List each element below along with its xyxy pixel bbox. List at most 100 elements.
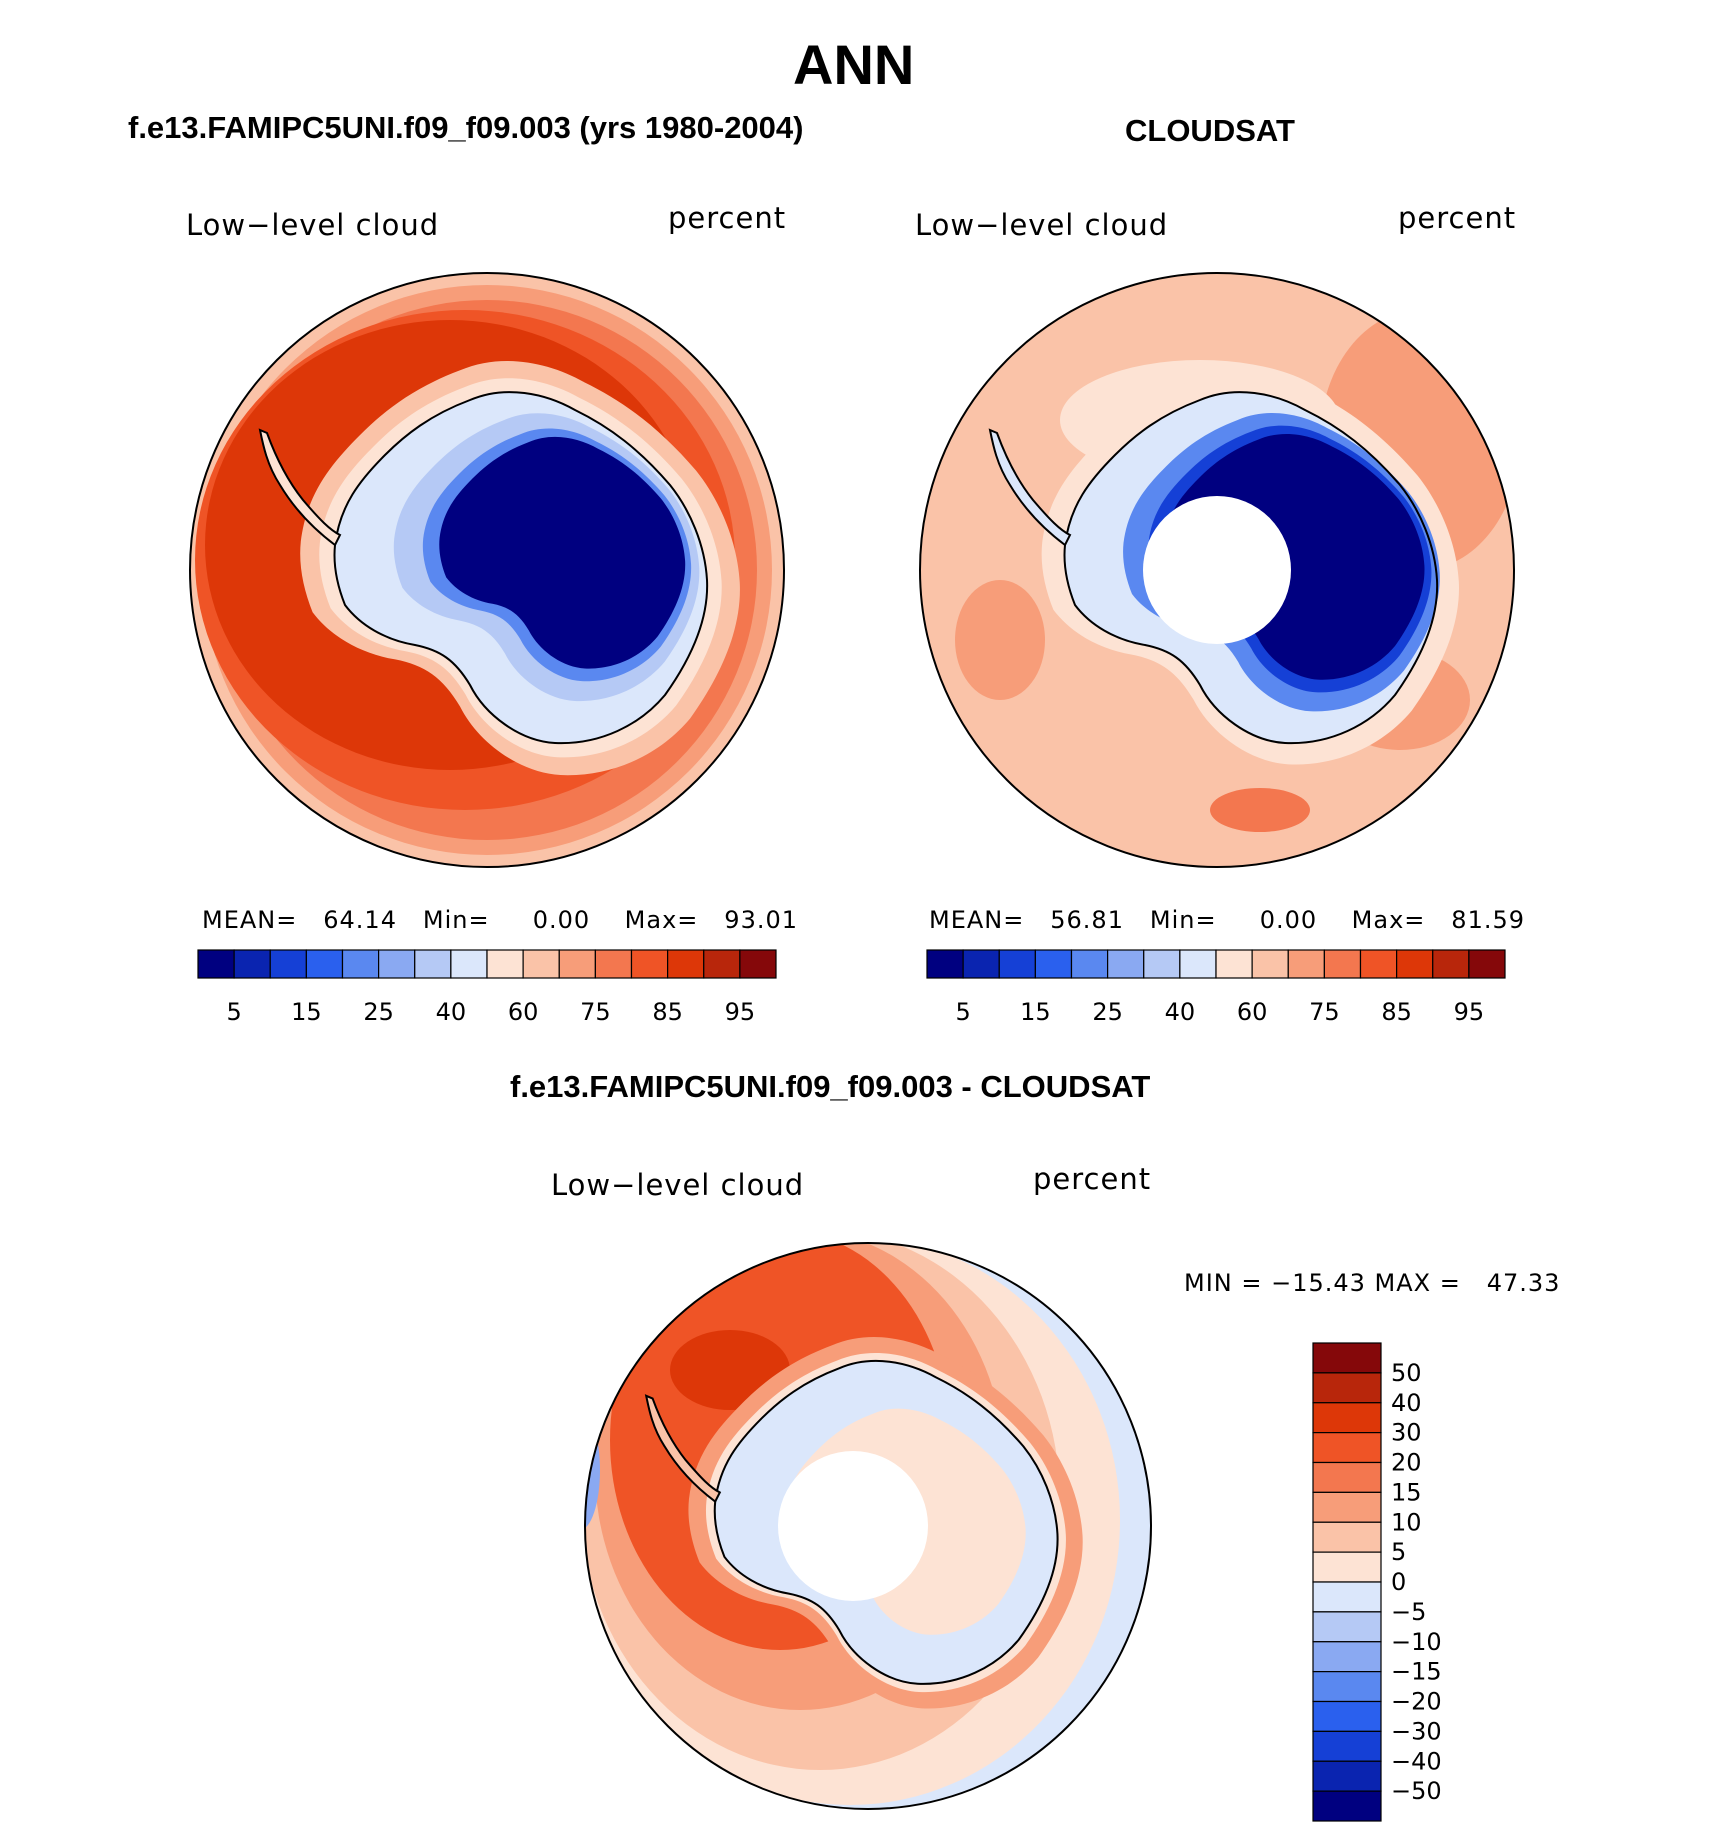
colorbar-tick-label: −10 [1391, 1628, 1442, 1656]
colorbar-swatch [1312, 1730, 1382, 1762]
colorbar-tick-label: −15 [1391, 1658, 1442, 1686]
mean-value: 64.14 [323, 906, 397, 934]
colorbar-swatch [1312, 1790, 1382, 1822]
colorbar-tick-label: −40 [1391, 1747, 1442, 1775]
max-label: Max= [1351, 906, 1426, 934]
units-label-model: percent [668, 201, 787, 235]
colorbar-swatch [558, 949, 596, 979]
colorbar-tick-label: 60 [508, 998, 539, 1026]
colorbar-swatch [414, 949, 452, 979]
colorbar-swatch [1312, 1641, 1382, 1673]
colorbar-swatch [1323, 949, 1362, 979]
colorbar-tick-label: −50 [1391, 1777, 1442, 1805]
colorbar-tick-label: 95 [1454, 998, 1485, 1026]
colorbar-model: 5 15 25 40 60 75 85 95 [197, 949, 777, 1026]
colorbar-swatch [1312, 1551, 1382, 1583]
colorbar-swatch [1179, 949, 1217, 979]
colorbar-swatch [739, 949, 777, 979]
colorbar-swatch [1312, 1372, 1382, 1404]
colorbar-swatch [1251, 949, 1289, 979]
map-boundary [584, 1242, 1152, 1810]
colorbar-swatch [522, 949, 560, 979]
page-title: ANN [793, 33, 915, 96]
colorbar-swatch [1312, 1611, 1382, 1643]
colorbar-swatch [1107, 949, 1145, 979]
colorbar-tick-label: 10 [1391, 1508, 1422, 1536]
min-label: Min= [1149, 906, 1217, 934]
colorbar-tick-label: 85 [652, 998, 683, 1026]
mean-value: 56.81 [1050, 906, 1124, 934]
colorbar-tick-label: 85 [1381, 998, 1412, 1026]
colorbar-swatch [962, 949, 1000, 979]
colorbar-swatch [1312, 1671, 1382, 1703]
colorbar-swatch [1468, 949, 1506, 979]
colorbar-swatch [1287, 949, 1325, 979]
map-model [190, 273, 784, 867]
min-value: 0.00 [1259, 906, 1318, 934]
colorbar-tick-label: 15 [291, 998, 322, 1026]
panel-title-model: f.e13.FAMIPC5UNI.f09_f09.003 (yrs 1980-2… [128, 110, 804, 145]
colorbar-swatch [1312, 1581, 1382, 1613]
colorbar-tick-label: 15 [1020, 998, 1051, 1026]
colorbar-swatch [703, 949, 741, 979]
units-label-cloudsat: percent [1398, 201, 1517, 235]
colorbar-swatch [1312, 1402, 1382, 1434]
stats-row-cloudsat: MEAN= 56.81 Min= 0.00 Max= 81.59 [929, 906, 1525, 934]
variable-label-difference: Low−level cloud [551, 1168, 805, 1202]
max-value: 93.01 [724, 906, 799, 934]
colorbar-tick-label: 40 [1165, 998, 1196, 1026]
mean-label: MEAN= [202, 906, 298, 934]
max-label: Max= [624, 906, 699, 934]
colorbar-tick-label: 95 [725, 998, 756, 1026]
colorbar-swatch [305, 949, 344, 979]
min-value: 0.00 [532, 906, 591, 934]
colorbar-tick-label: 75 [580, 998, 611, 1026]
colorbar-swatch [1312, 1432, 1382, 1464]
mean-label: MEAN= [929, 906, 1025, 934]
colorbar-swatch [998, 949, 1036, 979]
colorbar-swatch [450, 949, 488, 979]
colorbar-tick-label: 5 [955, 998, 970, 1026]
colorbar-tick-label: 75 [1309, 998, 1340, 1026]
colorbar-swatch [1312, 1760, 1382, 1792]
colorbar-swatch [1359, 949, 1398, 979]
colorbar-swatch [926, 949, 964, 979]
colorbar-tick-label: 0 [1391, 1568, 1406, 1596]
variable-label-cloudsat: Low−level cloud [915, 208, 1169, 242]
colorbar-swatch [269, 949, 307, 979]
variable-label-model: Low−level cloud [186, 208, 440, 242]
colorbar-swatch [1312, 1342, 1382, 1374]
colorbar-swatch [630, 949, 669, 979]
map-difference [585, 1243, 1151, 1809]
map-cloudsat [920, 273, 1514, 867]
min-label: Min= [422, 906, 490, 934]
minmax-label-difference: MIN = −15.43 MAX = 47.33 [1184, 1269, 1561, 1297]
colorbar-tick-label: −30 [1391, 1717, 1442, 1745]
colorbar-tick-label: 40 [436, 998, 467, 1026]
colorbar-swatch [341, 949, 380, 979]
colorbar-swatch [197, 949, 235, 979]
colorbar-tick-label: 15 [1391, 1478, 1422, 1506]
stats-row-model: MEAN= 64.14 Min= 0.00 Max= 93.01 [202, 906, 798, 934]
colorbar-tick-label: 5 [226, 998, 241, 1026]
colorbar-swatch [1215, 949, 1253, 979]
colorbar-swatch [594, 949, 633, 979]
colorbar-tick-label: 25 [1092, 998, 1123, 1026]
map-boundary [919, 272, 1515, 868]
colorbar-swatch [1396, 949, 1434, 979]
colorbar-tick-label: −20 [1391, 1688, 1442, 1716]
colorbar-tick-label: −5 [1391, 1598, 1426, 1626]
colorbar-swatch [1312, 1491, 1382, 1523]
panel-title-difference: f.e13.FAMIPC5UNI.f09_f09.003 - CLOUDSAT [510, 1069, 1151, 1104]
colorbar-tick-label: 30 [1391, 1419, 1422, 1447]
units-label-difference: percent [1033, 1162, 1152, 1196]
colorbar-tick-label: 40 [1391, 1389, 1422, 1417]
colorbar-swatch [1034, 949, 1073, 979]
map-boundary [189, 272, 785, 868]
colorbar-swatch [233, 949, 271, 979]
colorbar-swatch [1312, 1700, 1382, 1732]
colorbar-tick-label: 25 [363, 998, 394, 1026]
colorbar-swatch [1070, 949, 1109, 979]
